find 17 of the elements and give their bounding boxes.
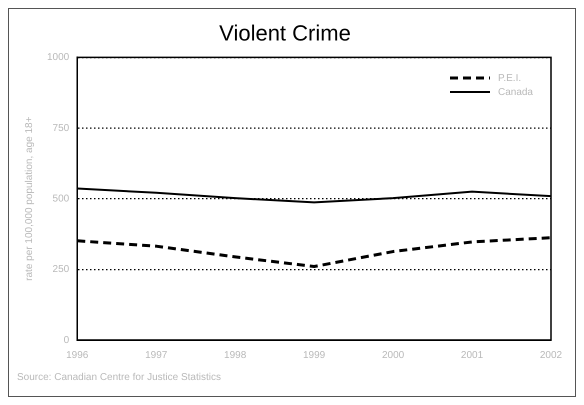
y-tick-label: 1000 — [46, 52, 70, 64]
y-tick-label: 750 — [52, 122, 70, 134]
legend-label: P.E.I. — [498, 72, 522, 84]
legend-label: Canada — [498, 86, 533, 98]
y-axis-title: rate per 100,000 population, age 18+ — [24, 116, 35, 281]
x-tick-label: 1998 — [224, 350, 247, 361]
y-tick-label: 500 — [52, 193, 70, 204]
y-tick-label: 250 — [52, 264, 70, 276]
x-tick-label: 2001 — [460, 350, 484, 361]
x-tick-label: 2000 — [382, 350, 405, 361]
source-note: Source: Canadian Centre for Justice Statistics — [16, 372, 222, 383]
chart-title: Violent Crime — [219, 20, 351, 46]
x-tick-label: 1997 — [145, 350, 168, 361]
y-tick-label: 0 — [64, 334, 70, 346]
x-tick-label: 2002 — [540, 350, 563, 361]
x-tick-label: 1996 — [66, 350, 89, 361]
x-tick-label: 1999 — [303, 350, 326, 361]
